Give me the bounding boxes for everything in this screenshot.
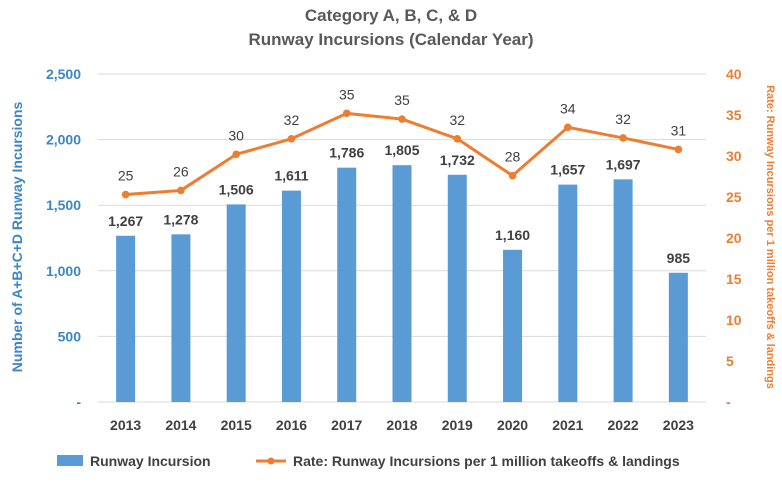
line-series: 25 26 30 32 35 35 32 28 34 32 31: [118, 86, 687, 199]
rate-value-label: 26: [173, 163, 189, 179]
bar-series: 1,267 1,278 1,506 1,611 1,786 1,805 1,732 1,160…: [108, 142, 690, 402]
x-tick-label: 2023: [663, 417, 694, 433]
bar: [171, 234, 191, 402]
legend-bar-label: Runway Incursion: [90, 453, 211, 469]
bar-value-label: 1,611: [274, 168, 308, 184]
x-tick-label: 2020: [497, 417, 528, 433]
bar-value-label: 985: [667, 250, 691, 266]
chart-title: Category A, B, C, & D: [305, 6, 477, 25]
rate-point: [121, 190, 130, 199]
left-axis-ticks: - 500 1,000 1,500 2,000 2,500: [46, 66, 81, 410]
x-axis-ticks: 2013 2014 2015 2016 2017 2018 2019 2020 2021 2022…: [110, 417, 694, 433]
x-tick-label: 2019: [442, 417, 473, 433]
rate-point: [398, 115, 406, 123]
x-tick-label: 2016: [276, 417, 307, 433]
rate-value-label: 35: [339, 86, 355, 102]
y-tick-label: -: [76, 394, 81, 410]
y-tick-label: 1,000: [46, 263, 81, 279]
y2-tick-label: -: [726, 394, 731, 410]
bar-value-label: 1,657: [550, 162, 585, 178]
bar-value-label: 1,160: [495, 227, 530, 243]
bar-value-label: 1,805: [384, 142, 419, 158]
legend-line-label: Rate: Runway Incursions per 1 million ta…: [293, 453, 680, 469]
rate-point: [287, 134, 296, 143]
rate-value-label: 32: [284, 112, 300, 128]
bar-value-label: 1,732: [440, 152, 475, 168]
y-tick-label: 500: [58, 328, 82, 344]
bar: [392, 165, 412, 402]
y2-tick-label: 10: [726, 312, 742, 328]
chart-subtitle: Runway Incursions (Calendar Year): [249, 30, 534, 49]
bar: [281, 190, 301, 402]
bar-value-label: 1,697: [606, 156, 641, 172]
rate-value-label: 32: [449, 112, 465, 128]
x-tick-label: 2022: [608, 417, 639, 433]
y2-tick-label: 20: [726, 230, 742, 246]
rate-value-label: 30: [228, 127, 244, 143]
x-tick-label: 2015: [221, 417, 252, 433]
right-axis-ticks: - 5 10 15 20 25 30 35 40: [726, 66, 742, 410]
legend-line-marker: [267, 457, 275, 465]
bar: [226, 204, 246, 402]
bar: [503, 249, 523, 402]
rate-point: [232, 150, 240, 159]
rate-value-label: 35: [394, 92, 410, 108]
rate-value-label: 32: [615, 111, 631, 127]
bar-value-label: 1,786: [329, 145, 364, 161]
y2-tick-label: 35: [726, 107, 742, 123]
rate-point: [564, 123, 572, 132]
rate-point: [342, 109, 351, 118]
bar: [447, 174, 467, 402]
rate-point: [453, 134, 462, 143]
bar: [337, 167, 357, 402]
rate-point: [177, 186, 185, 195]
y-axis-title: Number of A+B+C+D Runway Incursions: [9, 101, 25, 372]
bar: [613, 179, 633, 402]
bar: [668, 272, 688, 402]
rate-point: [619, 134, 627, 142]
rate-value-label: 28: [505, 149, 521, 165]
bar-value-label: 1,278: [163, 211, 198, 227]
legend-bar-swatch: [57, 455, 83, 466]
rate-value-label: 25: [118, 168, 134, 184]
y2-tick-label: 30: [726, 148, 742, 164]
y2-tick-label: 40: [726, 66, 742, 82]
bar: [558, 184, 578, 402]
x-tick-label: 2021: [552, 417, 583, 433]
y2-tick-label: 15: [726, 271, 742, 287]
bar-value-label: 1,506: [219, 181, 254, 197]
bar-value-label: 1,267: [108, 213, 143, 229]
y2-axis-title: Rate: Runway Incursions per 1 million ta…: [764, 85, 776, 389]
y2-tick-label: 25: [726, 189, 742, 205]
rate-value-label: 31: [671, 122, 687, 138]
bar: [116, 235, 136, 402]
x-tick-label: 2014: [165, 417, 196, 433]
y2-tick-label: 5: [726, 353, 734, 369]
y-tick-label: 1,500: [46, 197, 81, 213]
y-tick-label: 2,500: [46, 66, 81, 82]
rate-point: [674, 145, 683, 154]
x-tick-label: 2017: [331, 417, 362, 433]
legend: Runway Incursion Rate: Runway Incursions…: [57, 453, 680, 469]
rate-point: [508, 171, 517, 180]
rate-value-label: 34: [560, 100, 576, 116]
x-tick-label: 2013: [110, 417, 141, 433]
y-tick-label: 2,000: [46, 132, 81, 148]
x-tick-label: 2018: [386, 417, 417, 433]
